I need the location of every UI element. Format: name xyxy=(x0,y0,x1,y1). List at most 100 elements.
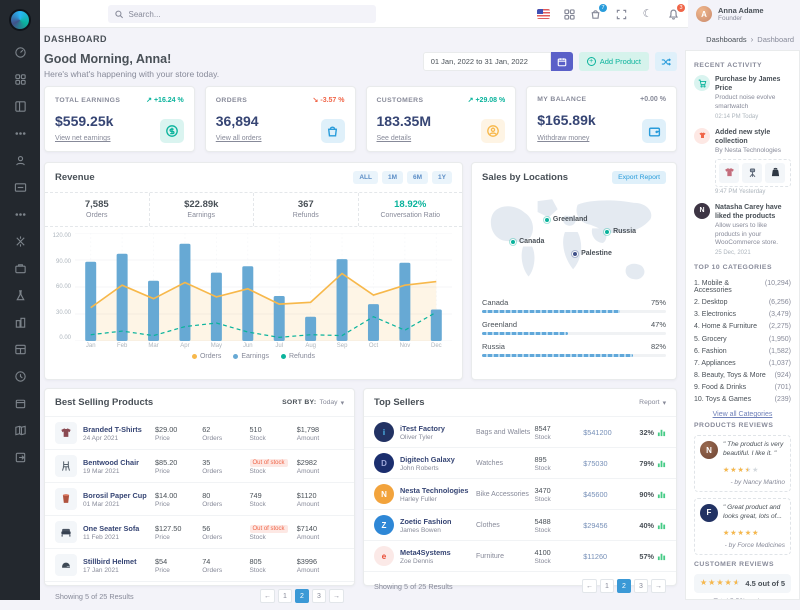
revenue-panel: Revenue ALL 1M 6M 1Y 7,585 Orders $22.89k… xyxy=(44,162,463,380)
page-2-button[interactable]: 2 xyxy=(617,579,631,593)
seller-company[interactable]: Digitech Galaxy xyxy=(400,454,455,464)
page-1-button[interactable]: 1 xyxy=(278,589,292,603)
range-1m-button[interactable]: 1M xyxy=(381,171,404,184)
activity-title[interactable]: Added new style collection xyxy=(715,128,771,145)
top-sellers-panel: Top Sellers Report ▾ i iTest Factory Olive… xyxy=(363,388,677,593)
map-marker-greenland[interactable]: Greenland xyxy=(543,216,588,223)
out-of-stock-badge: Out of stock xyxy=(249,459,288,467)
logout-icon[interactable] xyxy=(13,450,27,464)
list-item: 9. Food & Drinks (701) xyxy=(694,384,791,392)
product-image[interactable] xyxy=(742,162,762,183)
recent-activity-title: RECENT ACTIVITY xyxy=(694,62,763,69)
shuffle-icon xyxy=(661,57,671,66)
legend-earnings[interactable]: Earnings xyxy=(233,353,269,360)
search-input[interactable] xyxy=(128,9,369,19)
shuffle-button[interactable] xyxy=(655,52,677,71)
activity-title[interactable]: Natasha Carey have liked the products xyxy=(715,203,782,220)
table-row: Branded T-Shirts 24 Apr 2021 $29.00 Price … xyxy=(45,416,354,449)
apps-grid-icon[interactable] xyxy=(563,8,576,21)
range-1y-button[interactable]: 1Y xyxy=(432,171,452,184)
next-page-button[interactable]: → xyxy=(329,589,344,603)
cart-icon[interactable]: 7 xyxy=(589,3,607,21)
map-marker-canada[interactable]: Canada xyxy=(510,238,544,245)
range-all-button[interactable]: ALL xyxy=(353,171,378,184)
revenue-chart: 120.00 90.00 60.00 30.00 0.00 xyxy=(45,227,462,341)
map-marker-russia[interactable]: Russia xyxy=(604,228,636,235)
world-map[interactable]: Greenland Canada Russia Palestine xyxy=(480,192,668,292)
activity-time: 02:14 PM Today xyxy=(715,113,759,120)
prev-page-button[interactable]: ← xyxy=(260,589,275,603)
page-1-button[interactable]: 1 xyxy=(600,579,614,593)
seller-company[interactable]: Zoetic Fashion xyxy=(400,516,452,526)
marker-pin-icon xyxy=(572,250,579,257)
add-product-button[interactable]: + Add Product xyxy=(578,52,649,71)
export-report-button[interactable]: Export Report xyxy=(612,171,666,184)
product-image[interactable] xyxy=(719,162,739,183)
card-link[interactable]: Withdraw money xyxy=(537,135,590,142)
next-page-button[interactable]: → xyxy=(651,579,666,593)
buildings-icon[interactable] xyxy=(13,315,27,329)
pages-icon[interactable] xyxy=(13,126,27,140)
box-icon[interactable] xyxy=(13,396,27,410)
sort-by-dropdown[interactable]: SORT BY: Today ▾ xyxy=(282,399,344,407)
product-name[interactable]: One Seater Sofa xyxy=(83,523,140,533)
product-name[interactable]: Stillbird Helmet xyxy=(83,556,137,566)
layouts-icon[interactable] xyxy=(13,99,27,113)
view-all-categories-link[interactable]: View all Categories xyxy=(712,411,773,419)
page-2-button[interactable]: 2 xyxy=(295,589,309,603)
marker-pin-icon xyxy=(543,216,550,223)
world-map-svg xyxy=(490,199,652,280)
main-content: Good Morning, Anna! Here's what's happen… xyxy=(44,52,677,603)
card-my-balance: MY BALANCE +0.00 % $165.89k Withdraw mone… xyxy=(526,86,677,152)
legend-refunds[interactable]: Refunds xyxy=(280,353,315,360)
briefcase-icon[interactable] xyxy=(13,261,27,275)
product-name[interactable]: Borosil Paper Cup xyxy=(83,490,147,500)
legend-orders[interactable]: Orders xyxy=(191,353,221,360)
card-link[interactable]: View all orders xyxy=(215,135,262,142)
global-search[interactable] xyxy=(108,5,376,23)
seller-company[interactable]: Meta4Systems xyxy=(400,547,451,557)
activity-title[interactable]: Purchase by James Price xyxy=(715,76,781,93)
dashboards-icon[interactable] xyxy=(13,45,27,59)
user-icon[interactable] xyxy=(13,153,27,167)
lab-flask-icon[interactable] xyxy=(13,288,27,302)
greeting-title: Good Morning, Anna! xyxy=(44,52,172,66)
apps-icon[interactable] xyxy=(13,72,27,86)
card-link[interactable]: See details xyxy=(376,135,412,142)
clock-icon[interactable] xyxy=(13,369,27,383)
product-image[interactable] xyxy=(765,162,785,183)
calendar-button[interactable] xyxy=(550,52,573,71)
product-name[interactable]: Bentwood Chair xyxy=(83,457,139,467)
trend-up-icon: ↗ xyxy=(467,97,474,104)
report-dropdown[interactable]: Report ▾ xyxy=(639,399,666,407)
fullscreen-icon[interactable] xyxy=(615,8,628,21)
more-icon[interactable] xyxy=(13,207,27,221)
maps-icon[interactable] xyxy=(13,423,27,437)
product-name[interactable]: Branded T-Shirts xyxy=(83,424,142,434)
page-3-button[interactable]: 3 xyxy=(634,579,648,593)
seller-company[interactable]: iTest Factory xyxy=(400,423,445,433)
map-marker-palestine[interactable]: Palestine xyxy=(572,250,612,257)
stat-earnings: $22.89k xyxy=(184,199,219,210)
seller-category: Clothes xyxy=(476,521,500,529)
widgets-icon[interactable] xyxy=(13,234,27,248)
table-footer: Showing 5 of 25 Results ← 1 2 3 → xyxy=(45,581,354,610)
dark-mode-icon[interactable]: ☾ xyxy=(642,7,653,20)
sales-by-locations-panel: Sales by Locations Export Report xyxy=(471,162,677,380)
seller-company[interactable]: Nesta Technologies xyxy=(400,485,469,495)
range-6m-button[interactable]: 6M xyxy=(407,171,429,184)
page-title-row: DASHBOARD Dashboards › Dashboard xyxy=(44,28,794,50)
tables-icon[interactable] xyxy=(13,342,27,356)
prev-page-button[interactable]: ← xyxy=(582,579,597,593)
card-link[interactable]: View net earnings xyxy=(55,135,111,142)
notifications-bell-icon[interactable]: 3 xyxy=(667,3,685,21)
list-item: 6. Fashion (1,582) xyxy=(694,347,791,355)
page-3-button[interactable]: 3 xyxy=(312,589,326,603)
id-card-icon[interactable] xyxy=(13,180,27,194)
user-menu[interactable]: A Anna Adame Founder xyxy=(688,0,800,28)
chart-plot-area[interactable] xyxy=(75,233,452,341)
language-flag-icon[interactable] xyxy=(537,8,550,21)
app-logo[interactable] xyxy=(9,9,31,31)
breadcrumb-dashboards[interactable]: Dashboards xyxy=(706,34,747,44)
date-range-input[interactable]: 01 Jan, 2022 to 31 Jan, 2022 xyxy=(422,52,551,71)
